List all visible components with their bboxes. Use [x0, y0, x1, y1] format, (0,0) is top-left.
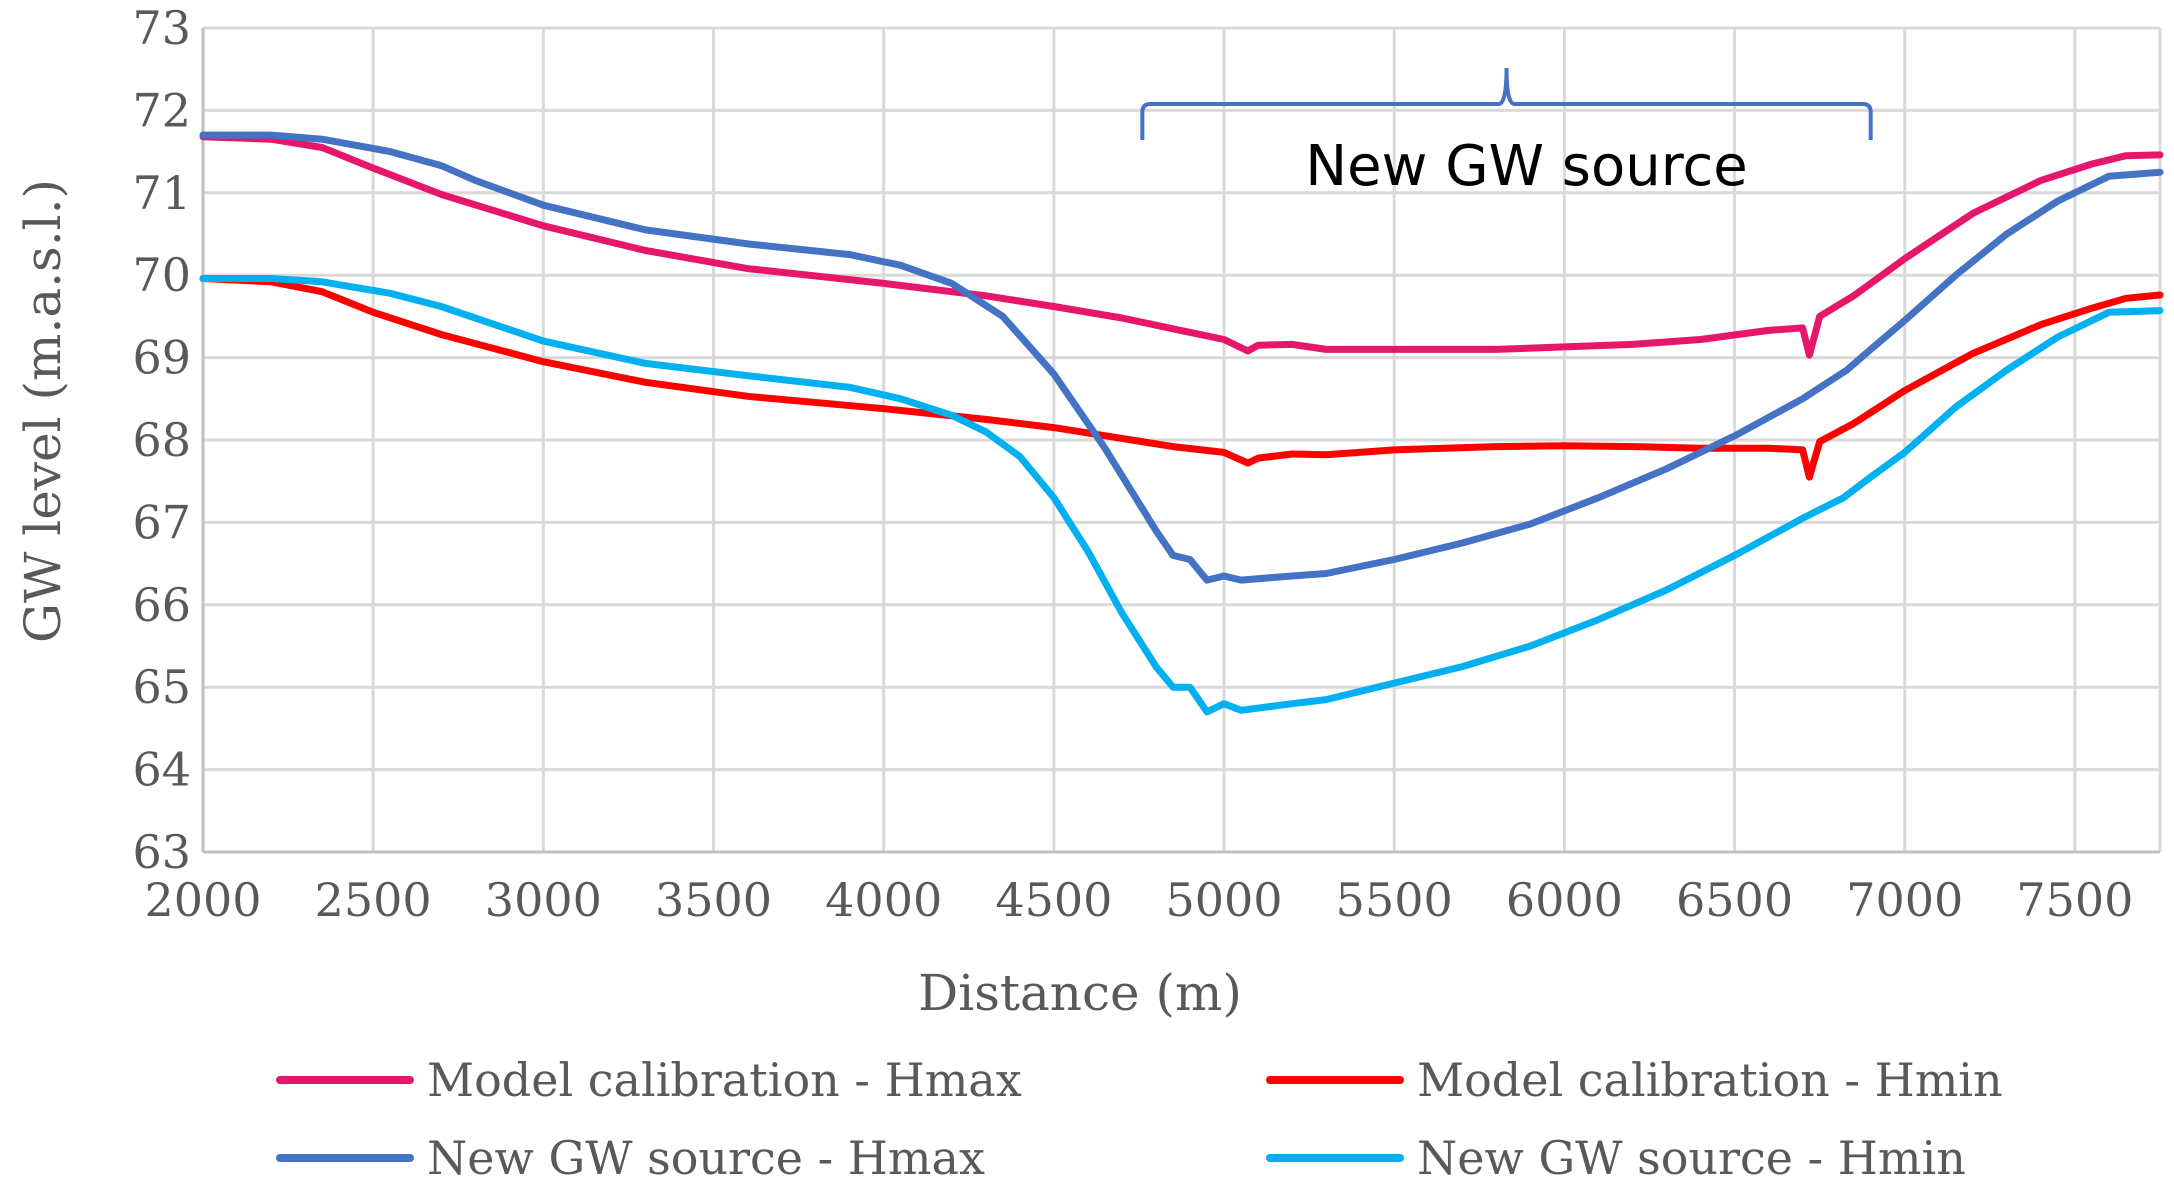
y-tick-label: 64: [132, 743, 191, 797]
legend: Model calibration - Hmax Model calibratio…: [276, 1053, 2003, 1185]
x-tick-label: 6500: [1676, 873, 1793, 927]
series-line-4: [199, 275, 2164, 716]
y-tick-label: 70: [132, 248, 191, 302]
y-axis-title: GW level (m.a.s.l.): [14, 179, 72, 643]
x-tick-label: 2000: [144, 873, 261, 927]
y-tick-label: 67: [132, 495, 191, 549]
series-line-2: [199, 275, 2164, 481]
x-tick-label: 3000: [485, 873, 602, 927]
x-tick-label: 7000: [1846, 873, 1963, 927]
y-tick-label: 69: [132, 331, 191, 385]
x-tick-label: 7500: [2016, 873, 2133, 927]
x-tick-label: 3500: [655, 873, 772, 927]
new-gw-source-bracket: [1140, 67, 1873, 140]
y-tick-label: 63: [132, 825, 191, 879]
x-tick-label: 4000: [825, 873, 942, 927]
legend-label: New GW source - Hmax: [427, 1131, 985, 1185]
y-tick-label: 68: [132, 413, 191, 467]
series-lines: [199, 131, 2164, 716]
legend-label: New GW source - Hmin: [1417, 1131, 1966, 1185]
new-gw-source-label: New GW source: [1305, 134, 1747, 199]
x-axis-title: Distance (m): [918, 964, 1242, 1022]
tick-labels: 63 64 65 66 67 68 69 70 71 72 73 2000 2500 3000 3500 40…: [132, 1, 2133, 927]
series-line-1: [199, 133, 2164, 359]
y-tick-label: 73: [132, 1, 191, 55]
y-tick-label: 65: [132, 660, 191, 714]
series-line-3: [199, 131, 2164, 584]
y-tick-label: 66: [132, 578, 191, 632]
x-tick-label: 2500: [315, 873, 432, 927]
annotation: New GW source: [1140, 67, 1873, 199]
x-tick-label: 4500: [995, 873, 1112, 927]
x-tick-label: 5500: [1336, 873, 1453, 927]
x-tick-label: 6000: [1506, 873, 1623, 927]
y-tick-label: 72: [132, 83, 191, 137]
x-tick-label: 5000: [1166, 873, 1283, 927]
grid: [201, 26, 2162, 854]
y-tick-label: 71: [132, 166, 191, 220]
legend-label: Model calibration - Hmin: [1417, 1053, 2003, 1107]
legend-label: Model calibration - Hmax: [427, 1053, 1022, 1107]
